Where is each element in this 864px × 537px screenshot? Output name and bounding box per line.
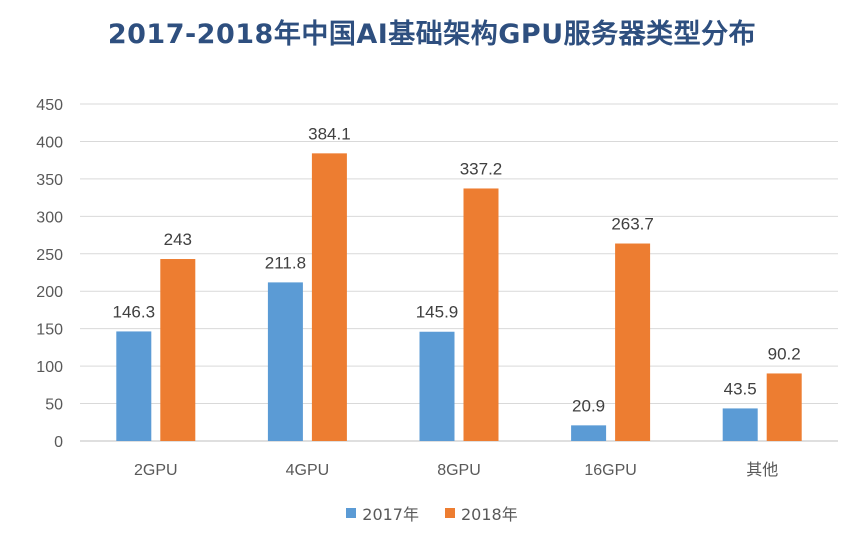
bar-2017年-2GPU xyxy=(116,331,152,441)
y-axis-ticks: 0 50 100 150 200 250 300 350 400 450 xyxy=(36,97,63,451)
data-label: 146.3 xyxy=(113,302,156,321)
bar-2018年-16GPU xyxy=(615,243,651,441)
y-tick-label: 300 xyxy=(36,209,63,226)
bar-2018年-其他 xyxy=(766,373,802,441)
x-tick-label: 8GPU xyxy=(437,462,481,479)
bar-2018年-8GPU xyxy=(463,188,499,441)
bars xyxy=(116,153,802,441)
grid-lines xyxy=(80,103,838,442)
data-label: 337.2 xyxy=(460,159,503,178)
data-label: 211.8 xyxy=(265,253,306,272)
data-label: 384.1 xyxy=(308,124,351,143)
chart-title: 2017-2018年中国AI基础架构GPU服务器类型分布 xyxy=(107,19,757,50)
x-tick-label: 2GPU xyxy=(134,462,178,479)
legend-swatch xyxy=(346,508,357,518)
y-tick-label: 450 xyxy=(36,97,63,114)
y-tick-label: 400 xyxy=(36,134,63,151)
y-tick-label: 50 xyxy=(45,397,63,414)
data-labels: 146.3 243 211.8 384.1 145.9 337.2 20.9 263.7 43.… xyxy=(113,124,801,415)
y-tick-label: 200 xyxy=(36,284,63,301)
legend-label: 2017年 xyxy=(362,505,419,524)
y-tick-label: 250 xyxy=(36,247,63,264)
data-label: 20.9 xyxy=(572,396,605,415)
data-label: 90.2 xyxy=(768,344,801,363)
legend-item: 2018年 xyxy=(445,501,518,525)
legend-item: 2017年 xyxy=(346,501,419,525)
data-label: 145.9 xyxy=(416,303,459,322)
x-tick-label: 16GPU xyxy=(584,462,636,479)
x-axis-ticks: 2GPU 4GPU 8GPU 16GPU 其他 xyxy=(134,461,778,479)
bar-2017年-4GPU xyxy=(267,282,303,441)
chart-legend: 2017年 2018年 xyxy=(0,501,864,525)
data-label: 263.7 xyxy=(611,215,654,234)
bar-2017年-8GPU xyxy=(419,331,455,441)
x-tick-label: 其他 xyxy=(746,461,778,479)
y-tick-label: 0 xyxy=(54,434,63,451)
bar-2017年-其他 xyxy=(722,408,758,441)
y-tick-label: 100 xyxy=(36,359,63,376)
x-tick-label: 4GPU xyxy=(286,462,330,479)
legend-swatch xyxy=(445,508,455,518)
bar-2018年-2GPU xyxy=(160,259,196,441)
y-tick-label: 350 xyxy=(36,172,63,189)
legend-label: 2018年 xyxy=(461,505,518,524)
bar-2018年-4GPU xyxy=(311,153,347,441)
data-label: 243 xyxy=(164,230,192,249)
y-tick-label: 150 xyxy=(36,322,63,339)
data-label: 43.5 xyxy=(724,379,757,398)
bar-2017年-16GPU xyxy=(571,425,607,441)
